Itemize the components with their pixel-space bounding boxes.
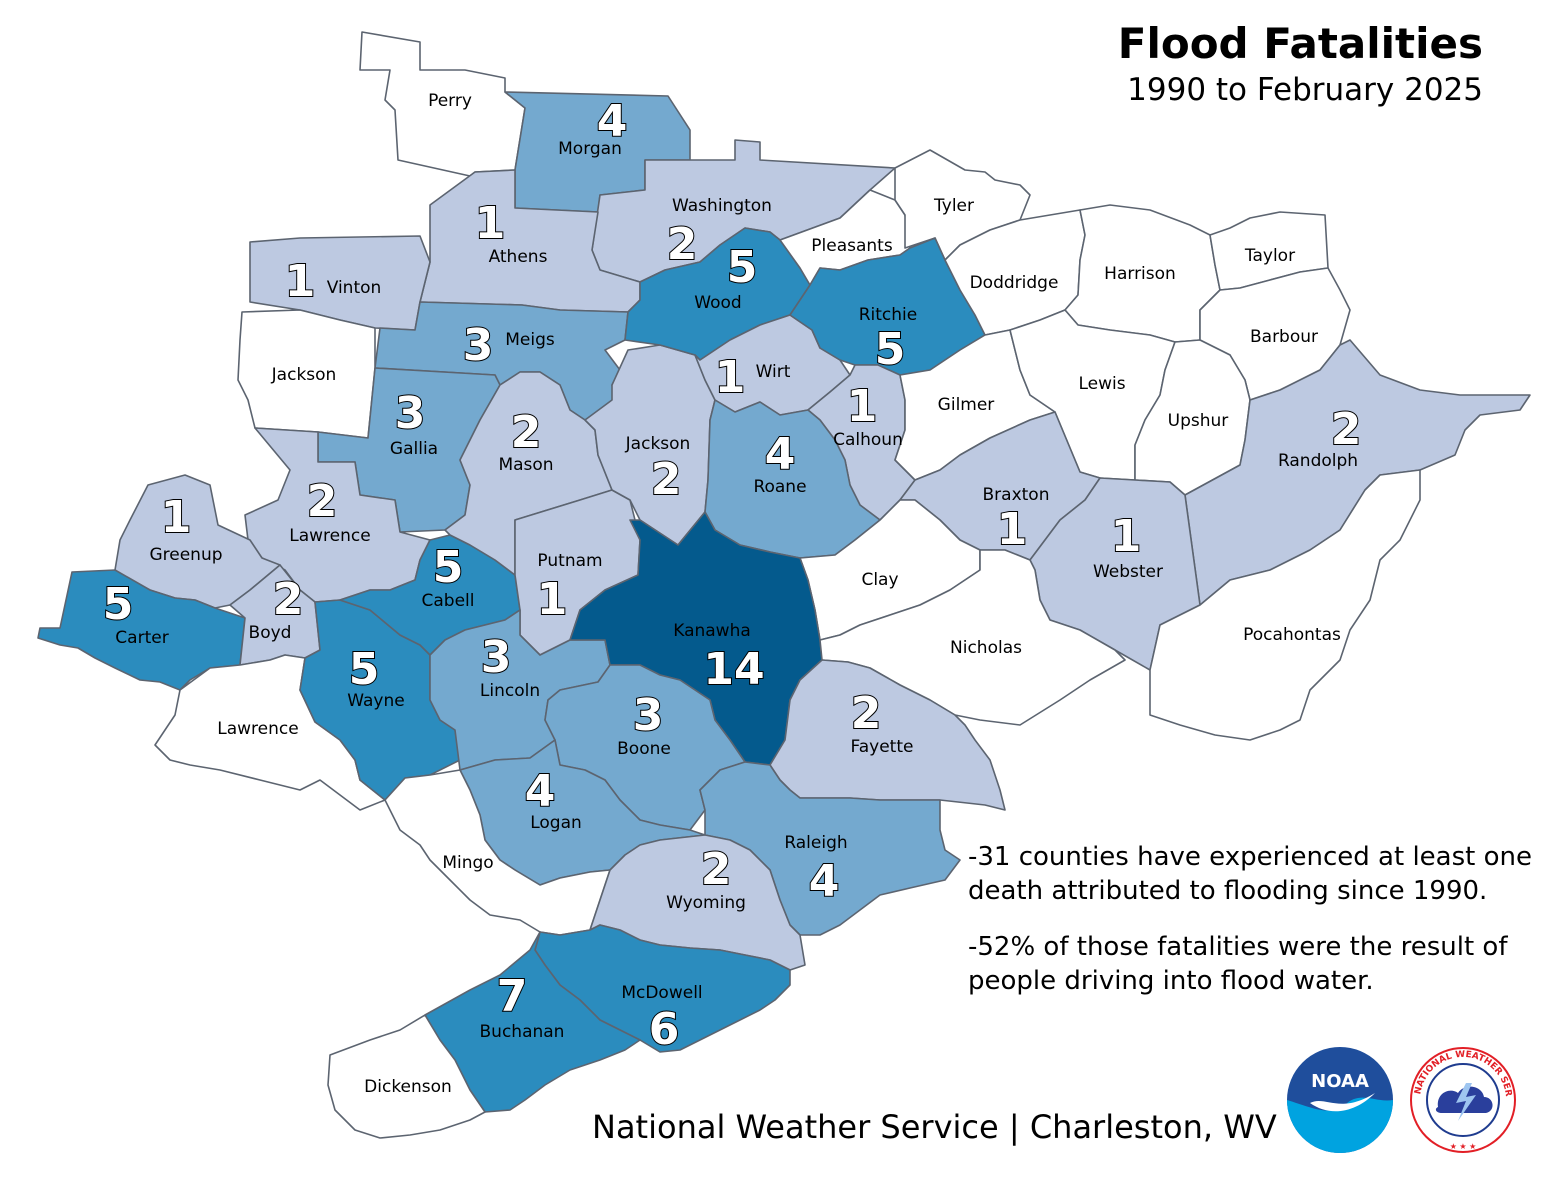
map-subtitle: 1990 to February 2025 <box>1127 72 1483 108</box>
county-name-label: Wyoming <box>666 893 746 913</box>
county-dickenson <box>327 1014 486 1139</box>
county-name-label: Mason <box>498 455 553 475</box>
county-count-label: 4 <box>597 96 628 147</box>
county-count-label: 5 <box>433 542 464 593</box>
note-counties: -31 counties have experienced at least o… <box>968 842 1532 906</box>
county-count-label: 6 <box>649 1004 680 1055</box>
county-count-label: 4 <box>765 429 796 480</box>
county-name-label: Barbour <box>1250 327 1318 347</box>
nws-logo: NATIONAL WEATHER SERVICE ★ ★ ★ <box>1408 1045 1516 1153</box>
county-count-label: 4 <box>525 766 556 817</box>
star-icon: ★ ★ ★ <box>1450 1142 1477 1151</box>
map-title: Flood Fatalities <box>1117 19 1483 68</box>
county-count-label: 1 <box>475 198 506 249</box>
county-count-label: 1 <box>537 574 568 625</box>
county-name-label: Boone <box>617 739 671 759</box>
county-count-label: 2 <box>307 476 338 527</box>
county-name-label: Greenup <box>149 545 222 565</box>
county-name-label: Meigs <box>505 330 555 350</box>
county-name-label: Raleigh <box>784 833 847 853</box>
county-count-label: 2 <box>511 407 542 458</box>
county-name-label: Calhoun <box>833 430 903 450</box>
county-name-label: Wirt <box>756 362 791 382</box>
county-name-label: Logan <box>530 813 582 833</box>
county-name-label: Mingo <box>442 853 493 873</box>
notes-block: -31 counties have experienced at least o… <box>968 840 1548 1020</box>
county-count-label: 3 <box>395 388 426 439</box>
county-count-label: 4 <box>809 856 840 907</box>
county-count-label: 7 <box>497 971 528 1022</box>
county-count-label: 3 <box>633 690 664 741</box>
county-name-label: Fayette <box>851 737 914 757</box>
county-count-label: 5 <box>875 324 906 375</box>
noaa-logo-text: NOAA <box>1311 1071 1369 1092</box>
county-name-label: Roane <box>753 477 806 497</box>
county-name-label: Buchanan <box>480 1022 565 1042</box>
county-count-label: 1 <box>161 492 192 543</box>
county-name-label: Vinton <box>327 278 382 298</box>
footer-credit: National Weather Service | Charleston, W… <box>592 1108 1277 1146</box>
county-count-label: 14 <box>703 644 764 695</box>
county-name-label: Washington <box>672 196 772 216</box>
county-name-label: Braxton <box>983 485 1050 505</box>
county-count-label: 2 <box>667 219 698 270</box>
county-count-label: 1 <box>715 352 746 403</box>
county-name-label: Athens <box>489 247 548 267</box>
county-name-label: Boyd <box>249 623 292 643</box>
county-greenup <box>114 474 281 609</box>
county-name-label: Randolph <box>1278 451 1358 471</box>
county-name-label: Lawrence <box>217 719 298 739</box>
county-count-label: 5 <box>727 242 758 293</box>
county-name-label: Jackson <box>271 365 337 385</box>
county-name-label: Pocahontas <box>1243 625 1341 645</box>
county-pocahontas <box>1149 469 1421 741</box>
county-name-label: Kanawha <box>673 621 751 641</box>
county-count-label: 5 <box>349 644 380 695</box>
county-name-label: Upshur <box>1168 411 1229 431</box>
noaa-logo: NOAA <box>1287 1047 1393 1153</box>
county-count-label: 3 <box>481 632 512 683</box>
county-count-label: 2 <box>1331 404 1362 455</box>
county-name-label: Morgan <box>558 139 622 159</box>
county-name-label: Gallia <box>390 439 438 459</box>
map-title-block: Flood Fatalities 1990 to February 2025 <box>1118 18 1483 110</box>
county-name-label: Taylor <box>1244 246 1295 266</box>
county-count-label: 1 <box>997 504 1028 555</box>
county-name-label: Carter <box>115 628 168 648</box>
county-count-label: 2 <box>273 574 304 625</box>
county-name-label: Lawrence <box>289 526 370 546</box>
county-name-label: Gilmer <box>938 395 995 415</box>
county-name-label: Lewis <box>1078 374 1125 394</box>
county-name-label: Lincoln <box>480 681 540 701</box>
county-name-label: Wood <box>694 293 741 313</box>
county-count-label: 2 <box>851 688 882 739</box>
county-count-label: 1 <box>285 256 316 307</box>
county-count-label: 3 <box>463 320 494 371</box>
note-driving: -52% of those fatalities were the result… <box>968 932 1508 996</box>
county-name-label: McDowell <box>621 983 702 1003</box>
county-name-label: Clay <box>861 570 898 590</box>
county-name-label: Harrison <box>1104 264 1176 284</box>
county-name-label: Dickenson <box>364 1077 452 1097</box>
county-count-label: 1 <box>1111 511 1142 562</box>
county-name-label: Perry <box>428 91 472 111</box>
county-name-label: Jackson <box>625 434 691 454</box>
county-count-label: 5 <box>103 579 134 630</box>
county-count-label: 2 <box>701 844 732 895</box>
county-count-label: 2 <box>651 454 682 505</box>
county-name-label: Pleasants <box>811 236 893 256</box>
county-name-label: Doddridge <box>970 273 1059 293</box>
county-name-label: Cabell <box>422 591 475 611</box>
county-name-label: Ritchie <box>859 305 918 325</box>
county-name-label: Nicholas <box>950 638 1022 658</box>
county-count-label: 1 <box>847 381 878 432</box>
county-name-label: Wayne <box>347 691 404 711</box>
county-name-label: Tyler <box>933 196 974 216</box>
county-name-label: Webster <box>1093 562 1163 582</box>
county-name-label: Putnam <box>537 551 602 571</box>
